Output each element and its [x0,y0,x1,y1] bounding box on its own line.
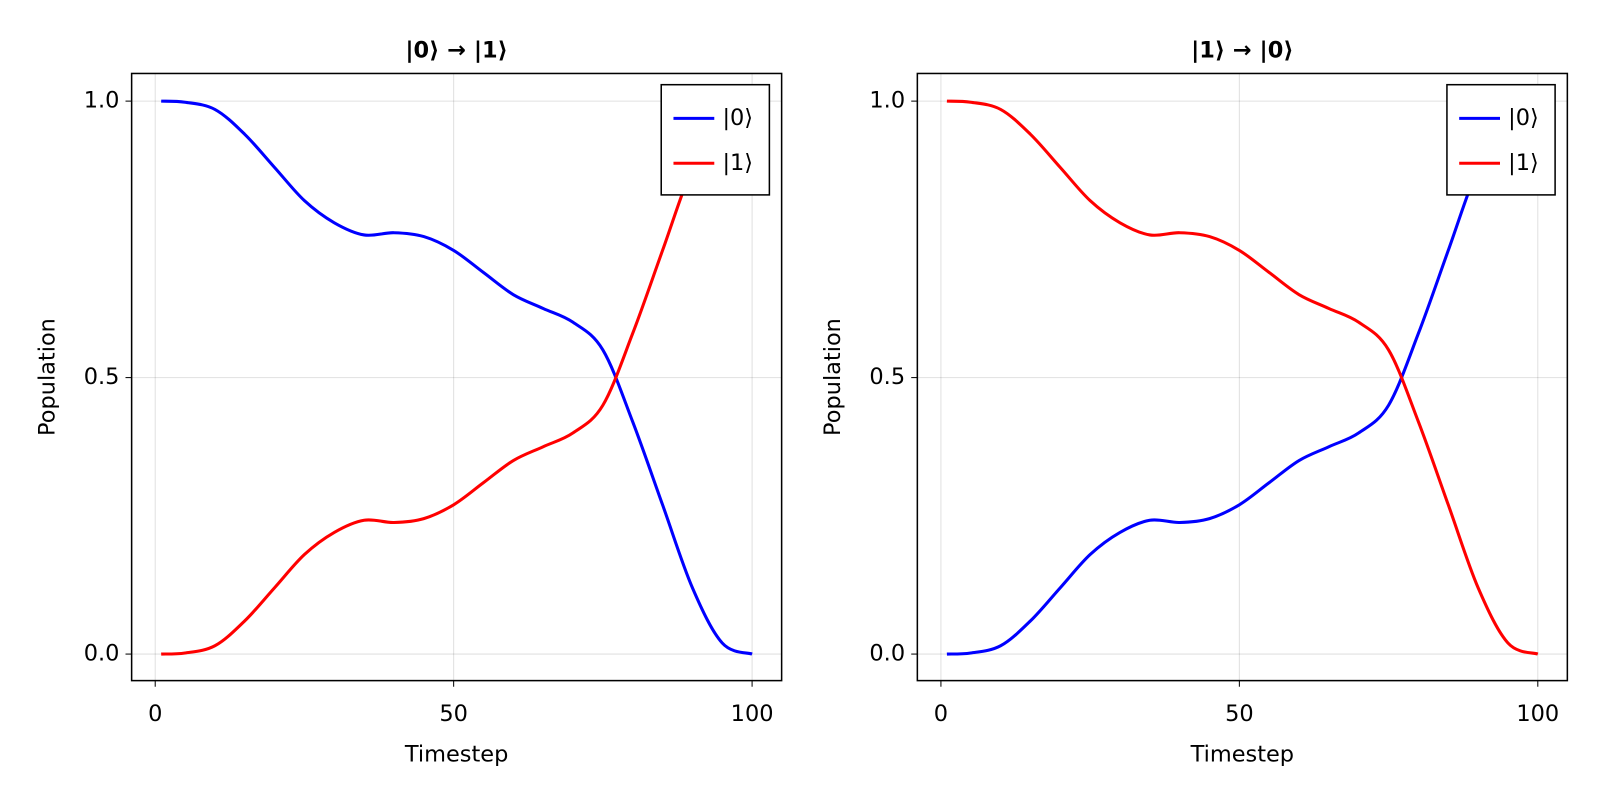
legend-box [660,83,771,196]
y-tick-label: 1.0 [84,88,120,114]
y-tick-label: 0.0 [84,641,120,667]
legend-label: |0⟩ [1508,105,1539,131]
chart-title: |0⟩ → |1⟩ [405,38,508,64]
legend-label: |0⟩ [722,105,753,131]
x-axis-label: Timestep [404,742,508,768]
data-line [946,99,1539,656]
chart-title: |1⟩ → |0⟩ [1191,38,1294,64]
x-tick-label: 100 [731,701,774,727]
data-line [161,99,753,656]
subplot: |1⟩ → |0⟩ 0 50 100 0.0 0.5 1.0 Timestep Populati… [820,38,1569,768]
plot-frame [916,72,1569,682]
legend-label: |1⟩ [1508,150,1539,176]
x-tick-label: 50 [1225,701,1254,727]
legend-box [1446,83,1556,196]
legend: |0⟩ |1⟩ [1446,83,1556,196]
y-tick-label: 0.0 [869,641,905,667]
subplot: |0⟩ → |1⟩ 0 50 100 0.0 0.5 1.0 Timestep Populati… [34,38,783,768]
data-line [946,99,1539,656]
y-axis-label: Population [820,318,846,436]
legend: |0⟩ |1⟩ [660,83,771,196]
y-tick-label: 1.0 [869,88,905,114]
legend-label: |1⟩ [722,150,753,176]
x-tick-label: 0 [934,701,948,727]
x-tick-label: 100 [1516,701,1559,727]
x-tick-label: 0 [148,701,162,727]
y-tick-label: 0.5 [869,364,905,390]
y-axis-label: Population [34,318,60,436]
x-axis-label: Timestep [1190,742,1294,768]
y-tick-label: 0.5 [84,364,120,390]
x-tick-label: 50 [439,701,468,727]
plot-frame [130,72,783,682]
data-line [161,99,753,656]
